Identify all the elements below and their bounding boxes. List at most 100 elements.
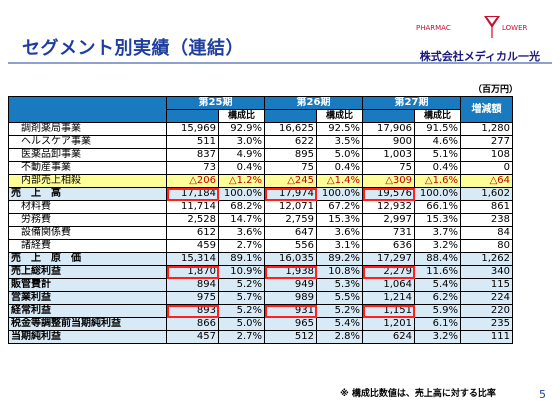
- ratio-subheader: 構成比: [414, 109, 461, 123]
- amount-cell: 1,938: [264, 265, 317, 279]
- change-cell: 80: [460, 239, 513, 253]
- amount-cell: 900: [362, 135, 415, 149]
- row-label: 設備関係費: [8, 226, 167, 240]
- row-label: 内部売上相殺: [8, 174, 167, 188]
- ratio-cell: 10.9%: [218, 265, 265, 279]
- ratio-cell: 100.0%: [218, 187, 265, 201]
- row-label: 税金等調整前当期純利益: [8, 317, 167, 331]
- ratio-cell: 92.9%: [218, 122, 265, 136]
- ratio-cell: 5.9%: [414, 304, 461, 318]
- amount-cell: 17,184: [166, 187, 219, 201]
- amount-cell: 16,625: [264, 122, 317, 136]
- table-row: 販管費計 894 5.2% 949 5.3% 1,064 5.4% 115: [8, 278, 513, 292]
- amount-cell: 17,297: [362, 252, 415, 266]
- ratio-cell: 3.6%: [218, 226, 265, 240]
- table-row: 売上総利益 1,870 10.9% 1,938 10.8% 2,279 11.6% 340: [8, 265, 513, 279]
- ratio-subheader: 構成比: [316, 109, 363, 123]
- ratio-cell: 5.3%: [316, 278, 363, 292]
- ratio-cell: 5.4%: [414, 278, 461, 292]
- company-name: 株式会社メディカル一光: [419, 50, 540, 63]
- ratio-cell: 3.2%: [414, 330, 461, 344]
- ratio-cell: 4.9%: [218, 148, 265, 162]
- ratio-cell: 5.1%: [414, 148, 461, 162]
- amount-cell: 457: [166, 330, 219, 344]
- ratio-cell: 0.4%: [316, 161, 363, 175]
- change-cell: 108: [460, 148, 513, 162]
- amount-cell: 866: [166, 317, 219, 331]
- segment-results-table: 第25期 第26期 第27期 増減額 構成比 構成比 構成比 調剤薬局事業 15,969 92.9…: [8, 96, 513, 344]
- ratio-cell: 3.1%: [316, 239, 363, 253]
- ratio-cell: 91.5%: [414, 122, 461, 136]
- amount-cell: 1,003: [362, 148, 415, 162]
- row-label: ヘルスケア事業: [8, 135, 167, 149]
- ratio-cell: 3.2%: [414, 239, 461, 253]
- ratio-cell: 2.8%: [316, 330, 363, 344]
- row-label: 売 上 高: [8, 187, 167, 201]
- table-row: ヘルスケア事業 511 3.0% 622 3.5% 900 4.6% 277: [8, 135, 513, 149]
- ratio-cell: 88.4%: [414, 252, 461, 266]
- row-label: 販管費計: [8, 278, 167, 292]
- ratio-cell: 0.4%: [218, 161, 265, 175]
- amount-cell: 1,201: [362, 317, 415, 331]
- amount-cell: △245: [264, 174, 317, 188]
- logo-brand-left: PHARMAC: [416, 24, 451, 32]
- unit-label: （百万円）: [472, 85, 518, 95]
- table-row: 医薬品卸事業 837 4.9% 895 5.0% 1,003 5.1% 108: [8, 148, 513, 162]
- ratio-cell: 6.2%: [414, 291, 461, 305]
- amount-cell: △309: [362, 174, 415, 188]
- title-divider: [8, 62, 552, 64]
- ratio-cell: 5.2%: [218, 278, 265, 292]
- ratio-cell: 5.7%: [218, 291, 265, 305]
- row-label: 材料費: [8, 200, 167, 214]
- amount-cell: 2,997: [362, 213, 415, 227]
- change-cell: 224: [460, 291, 513, 305]
- row-label: 売 上 原 価: [8, 252, 167, 266]
- change-cell: 84: [460, 226, 513, 240]
- table-row: 売 上 高 17,184 100.0% 17,974 100.0% 19,576 100.0…: [8, 187, 513, 201]
- table-row: 当期純利益 457 2.7% 512 2.8% 624 3.2% 111: [8, 330, 513, 344]
- ratio-cell: 66.1%: [414, 200, 461, 214]
- change-cell: 238: [460, 213, 513, 227]
- row-label: 諸経費: [8, 239, 167, 253]
- amount-cell: 556: [264, 239, 317, 253]
- change-cell: 0: [460, 161, 513, 175]
- amount-cell: 975: [166, 291, 219, 305]
- amount-cell: 893: [166, 304, 219, 318]
- logo-brand-right: LOWER: [502, 24, 528, 32]
- row-label: 売上総利益: [8, 265, 167, 279]
- ratio-cell: 89.1%: [218, 252, 265, 266]
- row-label: 医薬品卸事業: [8, 148, 167, 162]
- ratio-cell: 10.8%: [316, 265, 363, 279]
- amount-cell: 624: [362, 330, 415, 344]
- amount-subheader: [362, 109, 415, 123]
- change-cell: 1,262: [460, 252, 513, 266]
- amount-cell: 895: [264, 148, 317, 162]
- row-label: 労務費: [8, 213, 167, 227]
- change-cell: 1,602: [460, 187, 513, 201]
- ratio-cell: △1.2%: [218, 174, 265, 188]
- period-header: 第26期: [264, 96, 363, 110]
- change-cell: 235: [460, 317, 513, 331]
- table-row: 内部売上相殺 △206 △1.2% △245 △1.4% △309 △1.6% △64: [8, 174, 513, 188]
- table-row: 売 上 原 価 15,314 89.1% 16,035 89.2% 17,297 88.4%…: [8, 252, 513, 266]
- amount-cell: 965: [264, 317, 317, 331]
- ratio-cell: 5.0%: [218, 317, 265, 331]
- amount-subheader: [166, 109, 219, 123]
- amount-cell: 17,974: [264, 187, 317, 201]
- amount-cell: 459: [166, 239, 219, 253]
- amount-cell: 989: [264, 291, 317, 305]
- period-header: 第25期: [166, 96, 265, 110]
- amount-cell: 12,071: [264, 200, 317, 214]
- change-cell: △64: [460, 174, 513, 188]
- amount-cell: 837: [166, 148, 219, 162]
- amount-cell: 75: [264, 161, 317, 175]
- ratio-cell: 68.2%: [218, 200, 265, 214]
- change-cell: 277: [460, 135, 513, 149]
- ratio-cell: 89.2%: [316, 252, 363, 266]
- amount-cell: 731: [362, 226, 415, 240]
- table-row: 経常利益 893 5.2% 931 5.2% 1,151 5.9% 220: [8, 304, 513, 318]
- ratio-cell: 3.6%: [316, 226, 363, 240]
- ratio-cell: 3.5%: [316, 135, 363, 149]
- table-row: 諸経費 459 2.7% 556 3.1% 636 3.2% 80: [8, 239, 513, 253]
